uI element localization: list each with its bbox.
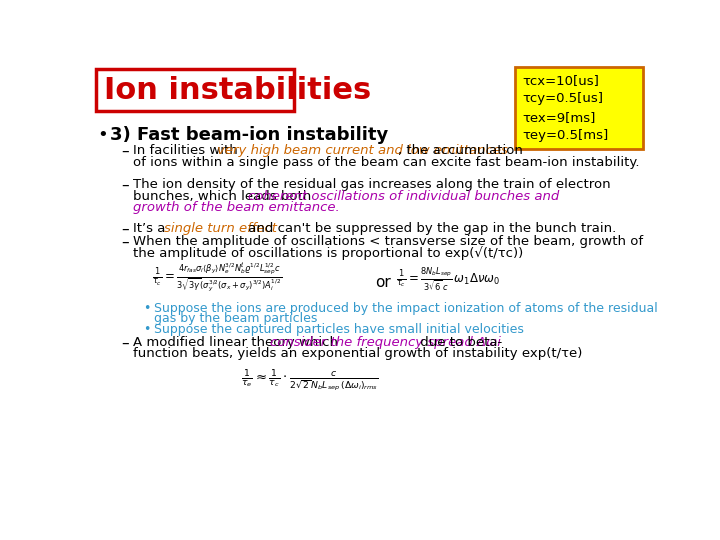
Text: τcx=10[us]: τcx=10[us] bbox=[523, 73, 599, 87]
FancyBboxPatch shape bbox=[515, 67, 644, 148]
Text: coherent oscillations of individual bunches and: coherent oscillations of individual bunc… bbox=[248, 190, 559, 202]
Text: function beats, yields an exponential growth of instability exp(t/τe): function beats, yields an exponential gr… bbox=[133, 347, 582, 360]
FancyBboxPatch shape bbox=[96, 69, 294, 111]
Text: , the accumulation: , the accumulation bbox=[398, 144, 523, 157]
Text: $\frac{1}{\tau_c} = \frac{4r_{fas}\sigma_i\langle\beta_y\rangle N_e^{3/2} N_b^\e: $\frac{1}{\tau_c} = \frac{4r_{fas}\sigma… bbox=[152, 261, 282, 294]
Text: Suppose the captured particles have small initial velocities: Suppose the captured particles have smal… bbox=[153, 323, 523, 336]
Text: $\frac{1}{\tau_c} = \frac{8N_b L_{sep}}{3\sqrt{6}\;c}\,\omega_1 \Delta\nu\omega_: $\frac{1}{\tau_c} = \frac{8N_b L_{sep}}{… bbox=[396, 265, 500, 294]
Text: and can't be suppressed by the gap in the bunch train.: and can't be suppressed by the gap in th… bbox=[244, 222, 616, 235]
Text: of ions within a single pass of the beam can excite fast beam-ion instability.: of ions within a single pass of the beam… bbox=[133, 156, 640, 168]
Text: bunches, which leads both: bunches, which leads both bbox=[133, 190, 316, 202]
Text: In facilities with: In facilities with bbox=[133, 144, 243, 157]
Text: the amplitude of oscillations is proportional to exp(√(t/τc)): the amplitude of oscillations is proport… bbox=[133, 247, 523, 260]
Text: Suppose the ions are produced by the impact ionization of atoms of the residual: Suppose the ions are produced by the imp… bbox=[153, 302, 657, 315]
Text: A modified linear theory which: A modified linear theory which bbox=[133, 336, 343, 349]
Text: single turn effect: single turn effect bbox=[164, 222, 277, 235]
Text: •: • bbox=[143, 302, 150, 315]
Text: •: • bbox=[98, 126, 109, 144]
Text: –: – bbox=[121, 178, 129, 193]
Text: –: – bbox=[121, 144, 129, 159]
Text: –: – bbox=[121, 222, 129, 237]
Text: –: – bbox=[121, 235, 129, 250]
Text: growth of the beam emittance.: growth of the beam emittance. bbox=[133, 201, 340, 214]
Text: τey=0.5[ms]: τey=0.5[ms] bbox=[523, 129, 608, 142]
Text: consider the frequency spread Δωi: consider the frequency spread Δωi bbox=[270, 336, 501, 349]
Text: or: or bbox=[375, 275, 391, 290]
Text: When the amplitude of oscillations < transverse size of the beam, growth of: When the amplitude of oscillations < tra… bbox=[133, 235, 644, 248]
Text: –: – bbox=[121, 336, 129, 351]
Text: •: • bbox=[143, 323, 150, 336]
Text: due to beta-: due to beta- bbox=[416, 336, 503, 349]
Text: τcy=0.5[us]: τcy=0.5[us] bbox=[523, 92, 603, 105]
Text: τex=9[ms]: τex=9[ms] bbox=[523, 111, 596, 124]
Text: very high beam current and low emittances: very high beam current and low emittance… bbox=[217, 144, 508, 157]
Text: gas by the beam particles: gas by the beam particles bbox=[153, 312, 317, 325]
Text: The ion density of the residual gas increases along the train of electron: The ion density of the residual gas incr… bbox=[133, 178, 611, 191]
Text: It’s a: It’s a bbox=[133, 222, 170, 235]
Text: 3) Fast beam-ion instability: 3) Fast beam-ion instability bbox=[110, 126, 388, 144]
Text: $\frac{1}{\tau_e} \approx \frac{1}{\tau_c} \cdot \frac{c}{2\sqrt{2}\,N_b L_{sep}: $\frac{1}{\tau_e} \approx \frac{1}{\tau_… bbox=[241, 368, 379, 394]
Text: Ion instabilities: Ion instabilities bbox=[104, 77, 372, 105]
